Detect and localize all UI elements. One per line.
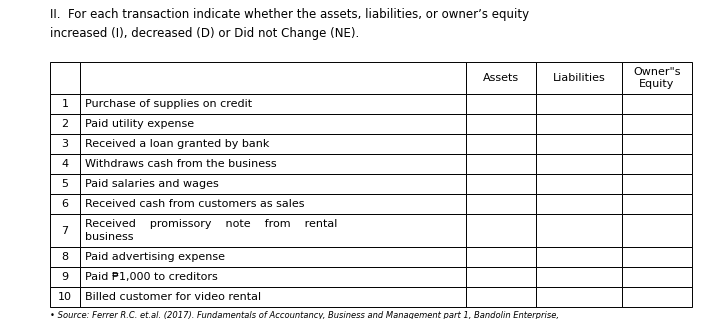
Text: Paid utility expense: Paid utility expense xyxy=(85,119,194,129)
Bar xyxy=(50,134,80,154)
Bar xyxy=(80,134,466,154)
Text: 8: 8 xyxy=(61,252,68,262)
Bar xyxy=(80,94,466,114)
Bar xyxy=(622,62,692,94)
Bar xyxy=(466,154,536,174)
Bar xyxy=(50,267,80,287)
Bar xyxy=(536,154,622,174)
Text: Received cash from customers as sales: Received cash from customers as sales xyxy=(85,199,305,209)
Bar xyxy=(536,114,622,134)
Bar xyxy=(80,247,466,267)
Bar xyxy=(622,194,692,214)
Text: Assets: Assets xyxy=(482,73,519,83)
Bar xyxy=(80,62,466,94)
Text: Paid salaries and wages: Paid salaries and wages xyxy=(85,179,219,189)
Text: 4: 4 xyxy=(61,159,68,169)
Bar xyxy=(536,287,622,307)
Bar xyxy=(536,194,622,214)
Bar xyxy=(536,94,622,114)
Bar xyxy=(466,214,536,247)
Bar xyxy=(50,94,80,114)
Bar xyxy=(466,287,536,307)
Bar xyxy=(536,134,622,154)
Bar xyxy=(80,214,466,247)
Bar xyxy=(50,194,80,214)
Bar xyxy=(536,214,622,247)
Bar xyxy=(50,154,80,174)
Bar xyxy=(50,174,80,194)
Text: II.  For each transaction indicate whether the assets, liabilities, or ownerʼs e: II. For each transaction indicate whethe… xyxy=(50,8,529,40)
Bar xyxy=(466,267,536,287)
Bar xyxy=(536,174,622,194)
Bar xyxy=(536,247,622,267)
Bar xyxy=(80,267,466,287)
Bar xyxy=(466,94,536,114)
Text: 10: 10 xyxy=(58,292,72,302)
Bar xyxy=(50,114,80,134)
Bar xyxy=(466,194,536,214)
Bar xyxy=(622,267,692,287)
Text: Received    promissory    note    from    rental
business: Received promissory note from rental bus… xyxy=(85,219,338,242)
Text: 9: 9 xyxy=(61,272,68,282)
Bar xyxy=(622,154,692,174)
Bar xyxy=(622,134,692,154)
Text: Withdraws cash from the business: Withdraws cash from the business xyxy=(85,159,276,169)
Bar xyxy=(80,154,466,174)
Bar xyxy=(622,174,692,194)
Bar xyxy=(622,94,692,114)
Text: 1: 1 xyxy=(62,99,68,109)
Bar xyxy=(50,214,80,247)
Bar xyxy=(80,114,466,134)
Text: 3: 3 xyxy=(62,139,68,149)
Bar xyxy=(466,247,536,267)
Bar xyxy=(50,62,80,94)
Text: 2: 2 xyxy=(61,119,68,129)
Bar xyxy=(50,287,80,307)
Text: Paid advertising expense: Paid advertising expense xyxy=(85,252,225,262)
Text: Owner"s
Equity: Owner"s Equity xyxy=(634,67,680,89)
Bar xyxy=(622,114,692,134)
Bar xyxy=(50,247,80,267)
Text: 6: 6 xyxy=(62,199,68,209)
Bar xyxy=(80,174,466,194)
Bar xyxy=(622,247,692,267)
Text: Purchase of supplies on credit: Purchase of supplies on credit xyxy=(85,99,252,109)
Bar xyxy=(80,194,466,214)
Bar xyxy=(466,174,536,194)
Text: 5: 5 xyxy=(62,179,68,189)
Text: Paid ₱1,000 to creditors: Paid ₱1,000 to creditors xyxy=(85,272,218,282)
Bar xyxy=(622,214,692,247)
Bar xyxy=(536,267,622,287)
Bar xyxy=(622,287,692,307)
Text: • Source: Ferrer R.C. et.al. (2017). Fundamentals of Accountancy, Business and M: • Source: Ferrer R.C. et.al. (2017). Fun… xyxy=(50,311,559,319)
Bar xyxy=(536,62,622,94)
Bar xyxy=(466,134,536,154)
Bar xyxy=(466,114,536,134)
Text: Received a loan granted by bank: Received a loan granted by bank xyxy=(85,139,269,149)
Bar xyxy=(466,62,536,94)
Text: Billed customer for video rental: Billed customer for video rental xyxy=(85,292,261,302)
Bar xyxy=(80,287,466,307)
Text: 7: 7 xyxy=(61,226,68,235)
Text: Liabilities: Liabilities xyxy=(552,73,606,83)
